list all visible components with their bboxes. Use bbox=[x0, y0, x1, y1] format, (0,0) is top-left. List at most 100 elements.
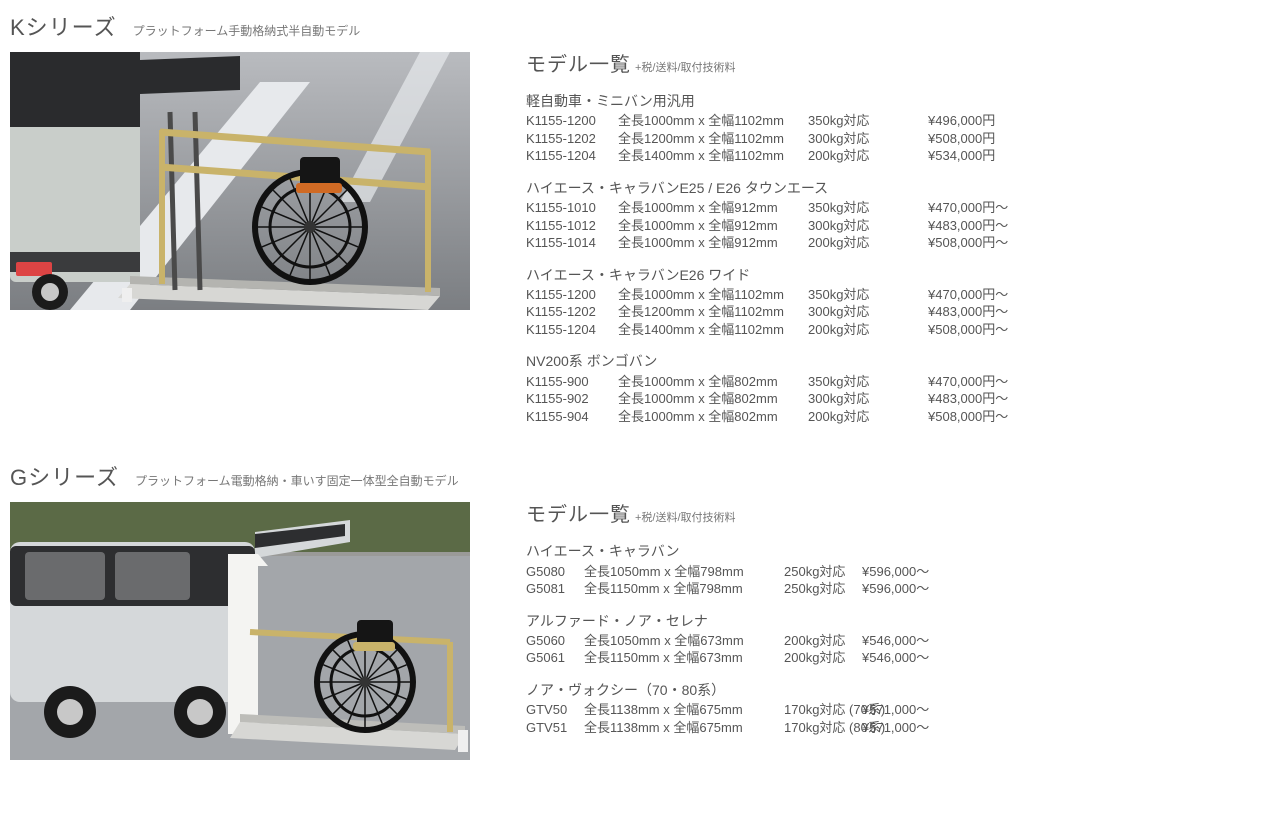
capacity: 170kg対応 (80系) bbox=[784, 719, 862, 737]
spec-row: K1155-1200全長1000mm x 全幅1102mm350kg対応¥496… bbox=[526, 112, 1270, 130]
dimensions: 全長1200mm x 全幅1102mm bbox=[618, 303, 808, 321]
dimensions: 全長1000mm x 全幅802mm bbox=[618, 373, 808, 391]
capacity: 350kg対応 bbox=[808, 373, 928, 391]
price: ¥546,000～ bbox=[862, 632, 929, 650]
dimensions: 全長1150mm x 全幅798mm bbox=[584, 580, 784, 598]
dimensions: 全長1050mm x 全幅673mm bbox=[584, 632, 784, 650]
spec-heading-note: +税/送料/取付技術料 bbox=[635, 62, 736, 74]
model-code: G5060 bbox=[526, 632, 584, 650]
capacity: 300kg対応 bbox=[808, 130, 928, 148]
spec-row: K1155-904全長1000mm x 全幅802mm200kg対応¥508,0… bbox=[526, 408, 1270, 426]
spec-group: 軽自動車・ミニバン用汎用K1155-1200全長1000mm x 全幅1102m… bbox=[526, 92, 1270, 165]
series-body: モデル一覧 +税/送料/取付技術料ハイエース・キャラバンG5080全長1050mm… bbox=[10, 502, 1270, 760]
price: ¥596,000～ bbox=[862, 580, 929, 598]
dimensions: 全長1400mm x 全幅1102mm bbox=[618, 147, 808, 165]
model-code: K1155-1202 bbox=[526, 130, 618, 148]
model-code: K1155-1010 bbox=[526, 199, 618, 217]
model-code: K1155-1202 bbox=[526, 303, 618, 321]
spec-panel: モデル一覧+税/送料/取付技術料軽自動車・ミニバン用汎用K1155-1200全長… bbox=[526, 52, 1270, 425]
dimensions: 全長1138mm x 全幅675mm bbox=[584, 719, 784, 737]
dimensions: 全長1400mm x 全幅1102mm bbox=[618, 321, 808, 339]
spec-row: K1155-1202全長1200mm x 全幅1102mm300kg対応¥508… bbox=[526, 130, 1270, 148]
spec-row: K1155-1202全長1200mm x 全幅1102mm300kg対応¥483… bbox=[526, 303, 1270, 321]
capacity: 250kg対応 bbox=[784, 580, 862, 598]
model-code: K1155-900 bbox=[526, 373, 618, 391]
dimensions: 全長1000mm x 全幅912mm bbox=[618, 217, 808, 235]
dimensions: 全長1000mm x 全幅912mm bbox=[618, 199, 808, 217]
capacity: 200kg対応 bbox=[784, 632, 862, 650]
series-title: Gシリーズ bbox=[10, 460, 119, 492]
capacity: 200kg対応 bbox=[808, 321, 928, 339]
spec-group: ハイエース・キャラバンG5080全長1050mm x 全幅798mm250kg対… bbox=[526, 542, 1270, 597]
price: ¥596,000～ bbox=[862, 563, 929, 581]
spec-heading-note: +税/送料/取付技術料 bbox=[635, 512, 736, 524]
capacity: 200kg対応 bbox=[808, 408, 928, 426]
dimensions: 全長1000mm x 全幅912mm bbox=[618, 234, 808, 252]
model-code: K1155-902 bbox=[526, 390, 618, 408]
capacity: 300kg対応 bbox=[808, 303, 928, 321]
spec-row: GTV51全長1138mm x 全幅675mm170kg対応 (80系)¥571… bbox=[526, 719, 1270, 737]
spec-heading: モデル一覧 +税/送料/取付技術料 bbox=[526, 502, 1270, 528]
group-title: ハイエース・キャラバンE26 ワイド bbox=[526, 266, 1270, 284]
model-code: K1155-1014 bbox=[526, 234, 618, 252]
dimensions: 全長1000mm x 全幅1102mm bbox=[618, 286, 808, 304]
model-code: G5080 bbox=[526, 563, 584, 581]
price: ¥546,000～ bbox=[862, 649, 929, 667]
capacity: 300kg対応 bbox=[808, 217, 928, 235]
series-title: Kシリーズ bbox=[10, 10, 117, 42]
series-k: Kシリーズプラットフォーム手動格納式半自動モデル モデル一覧+税/送料/取付技術… bbox=[10, 10, 1270, 425]
model-code: K1155-1012 bbox=[526, 217, 618, 235]
price: ¥508,000円 bbox=[928, 130, 995, 148]
model-code: K1155-1200 bbox=[526, 286, 618, 304]
capacity: 300kg対応 bbox=[808, 390, 928, 408]
spec-row: GTV50全長1138mm x 全幅675mm170kg対応 (70系)¥571… bbox=[526, 701, 1270, 719]
spec-group: ハイエース・キャラバンE25 / E26 タウンエース K1155-1010全長1… bbox=[526, 179, 1270, 252]
price: ¥483,000円～ bbox=[928, 217, 1008, 235]
spec-row: K1155-1204全長1400mm x 全幅1102mm200kg対応¥534… bbox=[526, 147, 1270, 165]
price: ¥470,000円～ bbox=[928, 286, 1008, 304]
spec-group: ノア・ヴォクシー（70・80系） GTV50全長1138mm x 全幅675mm1… bbox=[526, 681, 1270, 736]
dimensions: 全長1150mm x 全幅673mm bbox=[584, 649, 784, 667]
model-code: K1155-1200 bbox=[526, 112, 618, 130]
product-photo bbox=[10, 502, 470, 760]
series-subtitle: プラットフォーム電動格納・車いす固定一体型全自動モデル bbox=[135, 472, 459, 489]
dimensions: 全長1138mm x 全幅675mm bbox=[584, 701, 784, 719]
series-g: Gシリーズプラットフォーム電動格納・車いす固定一体型全自動モデル モデル一覧 +税… bbox=[10, 460, 1270, 760]
series-header: Gシリーズプラットフォーム電動格納・車いす固定一体型全自動モデル bbox=[10, 460, 1270, 492]
group-title: ハイエース・キャラバンE25 / E26 タウンエース bbox=[526, 179, 1270, 197]
spec-row: K1155-900全長1000mm x 全幅802mm350kg対応¥470,0… bbox=[526, 373, 1270, 391]
spec-row: G5080全長1050mm x 全幅798mm250kg対応¥596,000～ bbox=[526, 563, 1270, 581]
price: ¥571,000～ bbox=[862, 701, 929, 719]
dimensions: 全長1000mm x 全幅1102mm bbox=[618, 112, 808, 130]
spec-row: K1155-1012全長1000mm x 全幅912mm300kg対応¥483,… bbox=[526, 217, 1270, 235]
dimensions: 全長1200mm x 全幅1102mm bbox=[618, 130, 808, 148]
spec-group: アルファード・ノア・セレナG5060全長1050mm x 全幅673mm200k… bbox=[526, 612, 1270, 667]
group-title: ノア・ヴォクシー（70・80系） bbox=[526, 681, 1270, 699]
price: ¥508,000円～ bbox=[928, 408, 1008, 426]
price: ¥483,000円～ bbox=[928, 303, 1008, 321]
spec-row: K1155-1200全長1000mm x 全幅1102mm350kg対応¥470… bbox=[526, 286, 1270, 304]
spec-row: G5060全長1050mm x 全幅673mm200kg対応¥546,000～ bbox=[526, 632, 1270, 650]
price: ¥483,000円～ bbox=[928, 390, 1008, 408]
price: ¥496,000円 bbox=[928, 112, 995, 130]
spec-panel: モデル一覧 +税/送料/取付技術料ハイエース・キャラバンG5080全長1050mm… bbox=[526, 502, 1270, 736]
capacity: 350kg対応 bbox=[808, 286, 928, 304]
dimensions: 全長1000mm x 全幅802mm bbox=[618, 390, 808, 408]
price: ¥571,000～ bbox=[862, 719, 929, 737]
price: ¥508,000円～ bbox=[928, 321, 1008, 339]
spec-row: K1155-1010全長1000mm x 全幅912mm350kg対応¥470,… bbox=[526, 199, 1270, 217]
capacity: 200kg対応 bbox=[784, 649, 862, 667]
model-code: G5061 bbox=[526, 649, 584, 667]
spec-heading-text: モデル一覧 bbox=[526, 504, 631, 526]
spec-row: K1155-1204全長1400mm x 全幅1102mm200kg対応¥508… bbox=[526, 321, 1270, 339]
spec-group: NV200系 ボンゴバン K1155-900全長1000mm x 全幅802mm3… bbox=[526, 352, 1270, 425]
dimensions: 全長1000mm x 全幅802mm bbox=[618, 408, 808, 426]
capacity: 350kg対応 bbox=[808, 199, 928, 217]
price: ¥470,000円～ bbox=[928, 199, 1008, 217]
group-title: NV200系 ボンゴバン bbox=[526, 352, 1270, 370]
series-header: Kシリーズプラットフォーム手動格納式半自動モデル bbox=[10, 10, 1270, 42]
spec-row: K1155-1014全長1000mm x 全幅912mm200kg対応¥508,… bbox=[526, 234, 1270, 252]
spec-row: K1155-902全長1000mm x 全幅802mm300kg対応¥483,0… bbox=[526, 390, 1270, 408]
dimensions: 全長1050mm x 全幅798mm bbox=[584, 563, 784, 581]
series-subtitle: プラットフォーム手動格納式半自動モデル bbox=[133, 22, 361, 39]
